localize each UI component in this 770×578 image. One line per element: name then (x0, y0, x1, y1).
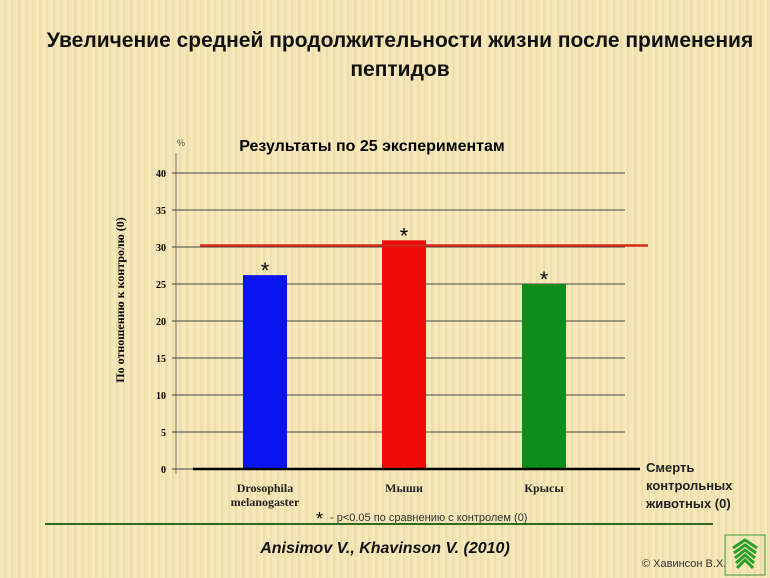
logo-leaf (735, 557, 755, 570)
y-tick-label: 30 (156, 243, 166, 254)
x-tick-label: Крысы (524, 481, 564, 495)
significance-marker: * (400, 223, 409, 248)
x-tick-label: Мыши (385, 481, 423, 495)
y-axis-label: По отношению к контролю (0) (113, 217, 127, 382)
significance-marker: * (261, 258, 270, 283)
bar-1 (382, 240, 426, 469)
logo-frame (724, 534, 766, 576)
logo-leaf (734, 548, 756, 560)
baseline-label: животных (0) (645, 496, 731, 511)
y-tick-label: 10 (156, 391, 166, 402)
logo-leaf (732, 538, 758, 550)
y-tick-label: 40 (156, 169, 166, 180)
footnote: - p<0.05 по сравнению с контролем (0) (330, 512, 527, 524)
significance-marker: * (540, 267, 549, 292)
copyright: © Хавинсон В.Х. (642, 558, 727, 570)
y-tick-label: 20 (156, 317, 166, 328)
bar-0 (243, 275, 287, 469)
y-tick-label: 15 (156, 354, 166, 365)
y-unit: % (177, 138, 185, 148)
y-tick-label: 35 (156, 206, 166, 217)
credit: Anisimov V., Khavinson V. (2010) (260, 540, 510, 557)
bar-2 (522, 284, 566, 469)
x-tick-label: Drosophila (237, 481, 293, 495)
logo-leaf (733, 543, 757, 555)
logo-leaf (735, 552, 755, 565)
baseline-label: Смерть (646, 460, 694, 475)
y-tick-label: 0 (161, 465, 166, 476)
y-tick-label: 25 (156, 280, 166, 291)
y-tick-label: 5 (161, 428, 166, 439)
slide-title: Увеличение средней продолжительности жиз… (46, 29, 754, 81)
x-tick-label: melanogaster (231, 495, 300, 509)
chart-title: Результаты по 25 экспериментам (239, 138, 504, 155)
baseline-label: контрольных (646, 478, 733, 493)
footnote-marker: * (316, 509, 323, 529)
